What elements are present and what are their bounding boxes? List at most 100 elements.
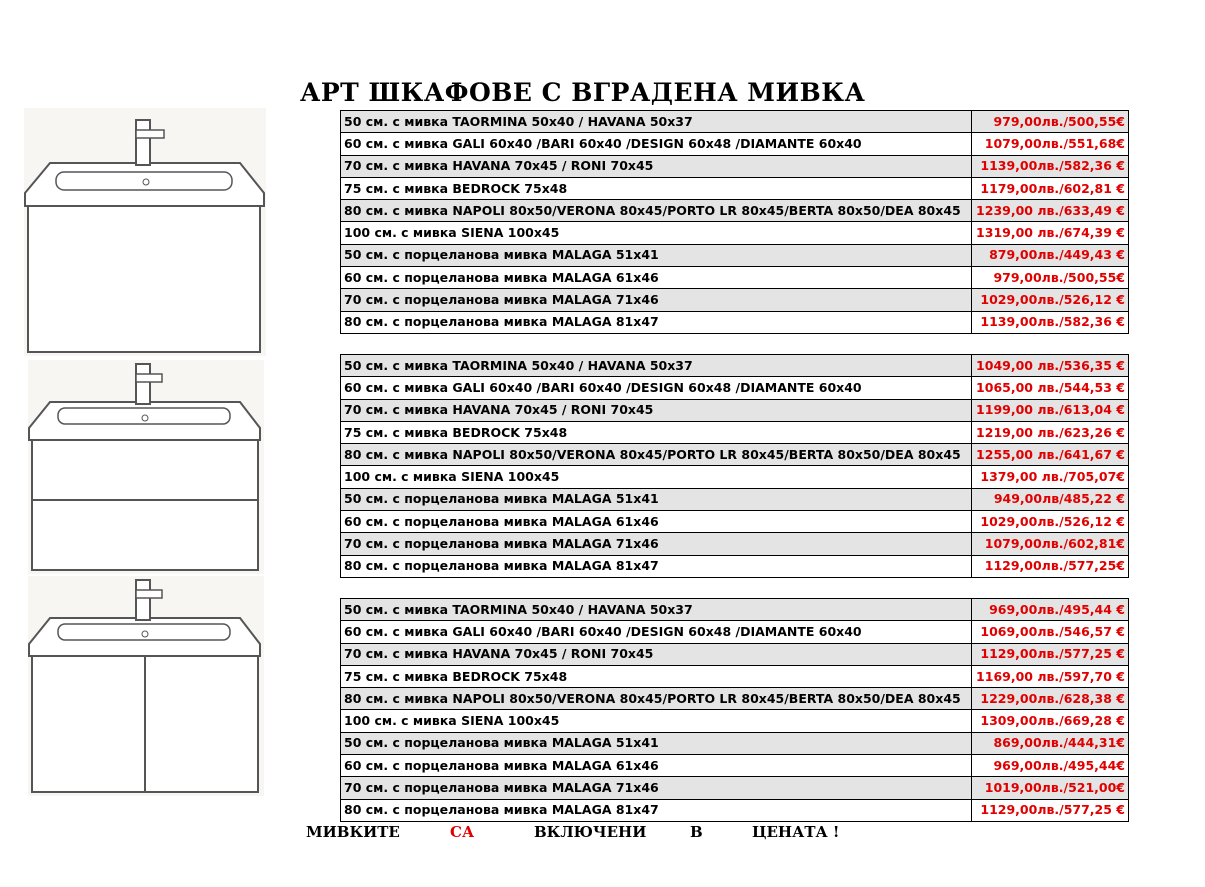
product-description: 100 см. с мивка SIENA 100x45 bbox=[340, 221, 972, 245]
product-description: 75 см. с мивка BEDROCK 75x48 bbox=[340, 664, 972, 689]
product-description: 80 см. с мивка NAPOLI 80x50/VERONA 80x45… bbox=[340, 687, 972, 711]
table-row: 100 см. с мивка SIENA 100x45 1319,00 лв./… bbox=[340, 221, 1129, 245]
table-row: 80 см. с порцеланова мивка MALAGA 81x47 1… bbox=[340, 554, 1129, 578]
product-description: 75 см. с мивка BEDROCK 75x48 bbox=[340, 176, 972, 201]
product-description: 70 см. с порцеланова мивка MALAGA 71x46 bbox=[340, 776, 972, 800]
price-table-2: 50 см. с мивка TAORMINA 50x40 / HAVANA 5… bbox=[340, 353, 1129, 578]
table-row: 60 см. с порцеланова мивка MALAGA 61x46 9… bbox=[340, 754, 1129, 778]
product-price: 1129,00лв./577,25€ bbox=[971, 554, 1129, 578]
product-description: 100 см. с мивка SIENA 100x45 bbox=[340, 465, 972, 489]
product-price: 1319,00 лв./674,39 € bbox=[971, 221, 1129, 245]
product-description: 70 см. с порцеланова мивка MALAGA 71x46 bbox=[340, 288, 972, 312]
product-price: 1129,00лв./577,25 € bbox=[971, 798, 1129, 822]
product-price: 1219,00 лв./623,26 € bbox=[971, 420, 1129, 445]
product-description: 50 см. с порцеланова мивка MALAGA 51x41 bbox=[340, 243, 972, 268]
product-price: 869,00лв./444,31€ bbox=[971, 731, 1129, 756]
product-price: 1019,00лв./521,00€ bbox=[971, 776, 1129, 800]
product-price: 1179,00лв./602,81 € bbox=[971, 176, 1129, 201]
product-price: 1065,00 лв./544,53 € bbox=[971, 376, 1129, 400]
table-row: 100 см. с мивка SIENA 100x45 1379,00 лв./… bbox=[340, 465, 1129, 489]
product-price: 1309,00лв./669,28 € bbox=[971, 709, 1129, 733]
product-price: 979,00лв./500,55€ bbox=[971, 266, 1129, 290]
product-price: 1199,00 лв./613,04 € bbox=[971, 398, 1129, 422]
product-price: 1239,00 лв./633,49 € bbox=[971, 199, 1129, 223]
product-price: 1079,00лв./551,68€ bbox=[971, 132, 1129, 156]
cabinet-one-door-image bbox=[24, 108, 266, 356]
footer-word: МИВКИТЕ bbox=[306, 823, 400, 841]
product-description: 60 см. с мивка GALI 60x40 /BARI 60x40 /D… bbox=[340, 132, 972, 156]
table-row: 75 см. с мивка BEDROCK 75x48 1219,00 лв./… bbox=[340, 420, 1129, 445]
product-description: 60 см. с порцеланова мивка MALAGA 61x46 bbox=[340, 754, 972, 778]
table-row: 50 см. с порцеланова мивка MALAGA 51x41 8… bbox=[340, 243, 1129, 268]
table-row: 60 см. с порцеланова мивка MALAGA 61x46 1… bbox=[340, 510, 1129, 534]
product-description: 70 см. с мивка HAVANA 70x45 / RONI 70x45 bbox=[340, 154, 972, 178]
product-price: 1379,00 лв./705,07€ bbox=[971, 465, 1129, 489]
product-price: 1139,00лв./582,36 € bbox=[971, 154, 1129, 178]
table-row: 80 см. с порцеланова мивка MALAGA 81x47 1… bbox=[340, 310, 1129, 334]
product-price: 1049,00 лв./536,35 € bbox=[971, 353, 1129, 378]
product-description: 80 см. с порцеланова мивка MALAGA 81x47 bbox=[340, 798, 972, 822]
product-description: 80 см. с мивка NAPOLI 80x50/VERONA 80x45… bbox=[340, 443, 972, 467]
product-description: 100 см. с мивка SIENA 100x45 bbox=[340, 709, 972, 733]
product-price: 1169,00 лв./597,70 € bbox=[971, 664, 1129, 689]
product-description: 50 см. с порцеланова мивка MALAGA 51x41 bbox=[340, 487, 972, 512]
table-row: 70 см. с порцеланова мивка MALAGA 71x46 1… bbox=[340, 776, 1129, 800]
table-row: 80 см. с мивка NAPOLI 80x50/VERONA 80x45… bbox=[340, 443, 1129, 467]
footer-word: ВКЛЮЧЕНИ bbox=[534, 823, 647, 841]
product-description: 60 см. с порцеланова мивка MALAGA 61x46 bbox=[340, 266, 972, 290]
table-row: 70 см. с мивка HAVANA 70x45 / RONI 70x45… bbox=[340, 154, 1129, 178]
table-row: 60 см. с порцеланова мивка MALAGA 61x46 9… bbox=[340, 266, 1129, 290]
price-table-3: 50 см. с мивка TAORMINA 50x40 / HAVANA 5… bbox=[340, 597, 1129, 822]
table-row: 70 см. с мивка HAVANA 70x45 / RONI 70x45… bbox=[340, 642, 1129, 666]
table-row: 80 см. с мивка NAPOLI 80x50/VERONA 80x45… bbox=[340, 687, 1129, 711]
product-price: 1069,00лв./546,57 € bbox=[971, 620, 1129, 644]
table-row: 50 см. с порцеланова мивка MALAGA 51x41 8… bbox=[340, 731, 1129, 756]
product-description: 60 см. с порцеланова мивка MALAGA 61x46 bbox=[340, 510, 972, 534]
product-description: 80 см. с порцеланова мивка MALAGA 81x47 bbox=[340, 310, 972, 334]
product-price: 979,00лв./500,55€ bbox=[971, 109, 1129, 134]
product-description: 60 см. с мивка GALI 60x40 /BARI 60x40 /D… bbox=[340, 620, 972, 644]
footer-word: СА bbox=[450, 823, 475, 841]
product-description: 60 см. с мивка GALI 60x40 /BARI 60x40 /D… bbox=[340, 376, 972, 400]
product-description: 70 см. с порцеланова мивка MALAGA 71x46 bbox=[340, 532, 972, 556]
table-row: 100 см. с мивка SIENA 100x45 1309,00лв./6… bbox=[340, 709, 1129, 733]
product-price: 1139,00лв./582,36 € bbox=[971, 310, 1129, 334]
table-row: 70 см. с порцеланова мивка MALAGA 71x46 1… bbox=[340, 288, 1129, 312]
product-price: 949,00лв/485,22 € bbox=[971, 487, 1129, 512]
table-row: 60 см. с мивка GALI 60x40 /BARI 60x40 /D… bbox=[340, 132, 1129, 156]
table-row: 60 см. с мивка GALI 60x40 /BARI 60x40 /D… bbox=[340, 376, 1129, 400]
product-description: 50 см. с мивка TAORMINA 50x40 / HAVANA 5… bbox=[340, 597, 972, 622]
product-price: 1255,00 лв./641,67 € bbox=[971, 443, 1129, 467]
product-description: 75 см. с мивка BEDROCK 75x48 bbox=[340, 420, 972, 445]
table-row: 70 см. с мивка HAVANA 70x45 / RONI 70x45… bbox=[340, 398, 1129, 422]
product-description: 80 см. с мивка NAPOLI 80x50/VERONA 80x45… bbox=[340, 199, 972, 223]
footer-word: ЦЕНАТА ! bbox=[752, 823, 840, 841]
product-price: 969,00лв./495,44 € bbox=[971, 597, 1129, 622]
product-description: 70 см. с мивка HAVANA 70x45 / RONI 70x45 bbox=[340, 642, 972, 666]
table-row: 80 см. с мивка NAPOLI 80x50/VERONA 80x45… bbox=[340, 199, 1129, 223]
table-row: 50 см. с мивка TAORMINA 50x40 / HAVANA 5… bbox=[340, 353, 1129, 378]
table-row: 70 см. с порцеланова мивка MALAGA 71x46 1… bbox=[340, 532, 1129, 556]
table-row: 80 см. с порцеланова мивка MALAGA 81x47 1… bbox=[340, 798, 1129, 822]
product-description: 70 см. с мивка HAVANA 70x45 / RONI 70x45 bbox=[340, 398, 972, 422]
table-row: 60 см. с мивка GALI 60x40 /BARI 60x40 /D… bbox=[340, 620, 1129, 644]
product-description: 50 см. с мивка TAORMINA 50x40 / HAVANA 5… bbox=[340, 353, 972, 378]
table-row: 50 см. с мивка TAORMINA 50x40 / HAVANA 5… bbox=[340, 109, 1129, 134]
price-table-1: 50 см. с мивка TAORMINA 50x40 / HAVANA 5… bbox=[340, 109, 1129, 334]
product-price: 969,00лв./495,44€ bbox=[971, 754, 1129, 778]
table-row: 50 см. с порцеланова мивка MALAGA 51x41 9… bbox=[340, 487, 1129, 512]
product-price: 1029,00лв./526,12 € bbox=[971, 288, 1129, 312]
product-price: 1029,00лв./526,12 € bbox=[971, 510, 1129, 534]
product-description: 80 см. с порцеланова мивка MALAGA 81x47 bbox=[340, 554, 972, 578]
cabinet-two-drawers-image bbox=[28, 360, 264, 574]
cabinet-two-doors-image bbox=[28, 576, 264, 796]
product-description: 50 см. с мивка TAORMINA 50x40 / HAVANA 5… bbox=[340, 109, 972, 134]
product-price: 1229,00лв./628,38 € bbox=[971, 687, 1129, 711]
product-description: 50 см. с порцеланова мивка MALAGA 51x41 bbox=[340, 731, 972, 756]
product-price: 1079,00лв./602,81€ bbox=[971, 532, 1129, 556]
table-row: 75 см. с мивка BEDROCK 75x48 1179,00лв./6… bbox=[340, 176, 1129, 201]
product-price: 1129,00лв./577,25 € bbox=[971, 642, 1129, 666]
table-row: 50 см. с мивка TAORMINA 50x40 / HAVANA 5… bbox=[340, 597, 1129, 622]
page-title: АРТ ШКАФОВЕ С ВГРАДЕНА МИВКА bbox=[300, 78, 866, 107]
table-row: 75 см. с мивка BEDROCK 75x48 1169,00 лв./… bbox=[340, 664, 1129, 689]
